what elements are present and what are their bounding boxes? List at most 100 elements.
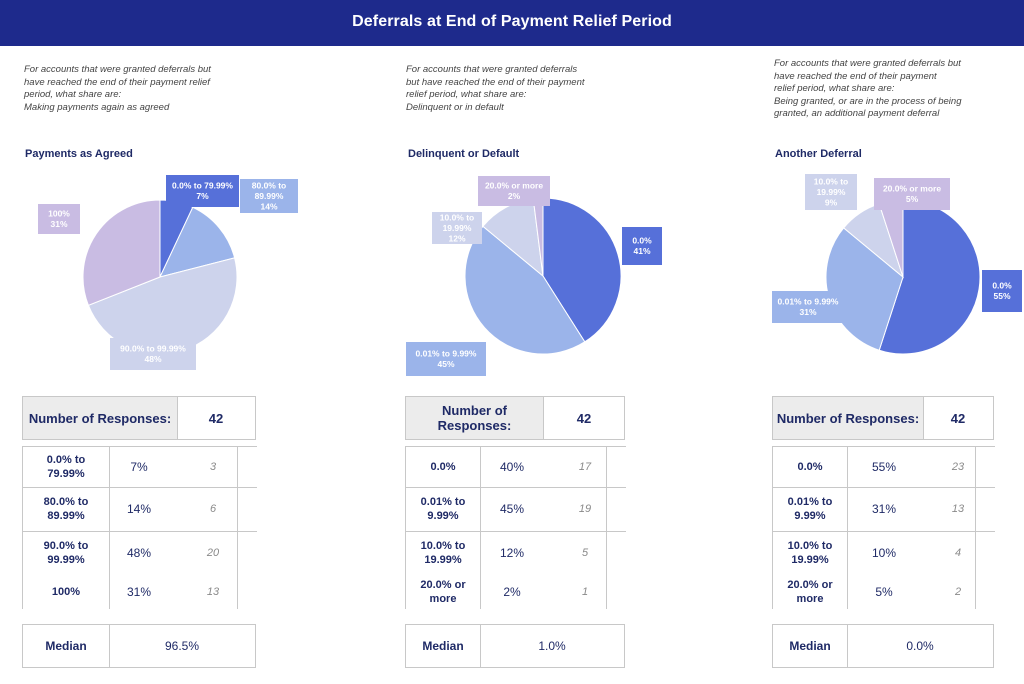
row-separator <box>406 487 626 488</box>
share-percent: 10% <box>871 546 897 560</box>
row-separator <box>23 531 257 532</box>
data-label-callout <box>874 178 950 210</box>
response-count: 6 <box>209 503 217 515</box>
range-label: 90.0% to 99.99% <box>43 540 89 566</box>
response-count: 4 <box>954 547 962 559</box>
range-label: 10.0% to 19.99% <box>787 540 833 566</box>
intro-line: For accounts that were granted deferrals <box>406 64 578 75</box>
response-count: 23 <box>951 461 965 473</box>
share-percent: 31% <box>871 502 897 516</box>
median-value: 1.0% <box>538 639 566 653</box>
chart-title: Payments as Agreed <box>25 148 133 160</box>
response-count: 1 <box>581 586 589 598</box>
intro-line: relief period, what share are: <box>774 83 895 94</box>
share-percent: 40% <box>499 460 525 474</box>
data-label-callout <box>432 212 482 244</box>
data-label-value: 7% <box>196 191 209 201</box>
share-percent: 12% <box>499 546 525 560</box>
response-count: 19 <box>578 503 592 515</box>
median-label: Median <box>773 625 848 667</box>
range-label: 10.0% to 19.99% <box>420 540 466 566</box>
response-count: 20 <box>206 547 220 559</box>
distribution-row: 0.0% to 79.99% 7% 3 <box>23 447 257 487</box>
distribution-row: 10.0% to 19.99% 10% 4 <box>773 531 995 575</box>
data-label-value: 31% <box>50 219 67 229</box>
share-percent: 14% <box>126 502 152 516</box>
pie-slice <box>464 225 586 355</box>
column-separator <box>237 447 238 609</box>
panel-intro-text: For accounts that were granted deferrals… <box>406 64 585 114</box>
data-label-callout <box>805 174 857 210</box>
data-label-category: 10.0% to <box>814 176 849 186</box>
data-label-callout <box>166 175 239 207</box>
responses-value: 42 <box>208 410 224 426</box>
responses-box: Number of Responses: 42 <box>772 396 994 440</box>
data-label-value: 31% <box>799 307 816 317</box>
data-label-value: 5% <box>906 194 919 204</box>
data-label-value: 2% <box>508 191 521 201</box>
data-label-category: 0.01% to 9.99% <box>778 297 839 307</box>
range-label: 0.01% to 9.99% <box>787 496 833 522</box>
data-label-value: 48% <box>144 354 161 364</box>
data-label-callout <box>38 204 80 234</box>
chart-title: Another Deferral <box>775 148 862 160</box>
data-label-category: 0.0% to 79.99% <box>172 181 233 191</box>
range-label: 0.01% to 9.99% <box>420 496 466 522</box>
responses-box: Number of Responses: 42 <box>22 396 256 440</box>
data-label-value: 9% <box>825 197 838 207</box>
data-label-callout <box>406 342 486 376</box>
distribution-row: 0.0% 40% 17 <box>406 447 626 487</box>
responses-value: 42 <box>576 410 592 426</box>
intro-line: period, what share are: <box>24 89 122 100</box>
distribution-row: 0.01% to 9.99% 45% 19 <box>406 487 626 531</box>
data-label-category: 19.99% <box>817 187 846 197</box>
range-label: 80.0% to 89.99% <box>43 496 89 522</box>
distribution-row: 0.01% to 9.99% 31% 13 <box>773 487 995 531</box>
response-count: 5 <box>581 547 589 559</box>
column-separator <box>480 447 481 609</box>
chart-title: Delinquent or Default <box>408 148 520 160</box>
response-count: 17 <box>578 461 592 473</box>
intro-line: Delinquent or in default <box>406 101 504 113</box>
data-label-callout <box>240 179 298 213</box>
distribution-table: 0.0% 55% 23 0.01% to 9.99% 31% 13 10.0% to 19.… <box>772 446 995 609</box>
intro-line: but have reached the end of their paymen… <box>406 76 585 88</box>
title-banner: Deferrals at End of Payment Relief Perio… <box>0 0 1024 46</box>
data-label-category: 20.0% or more <box>485 181 543 191</box>
median-label: Median <box>23 625 110 667</box>
data-label-category: 0.01% to 9.99% <box>416 349 477 359</box>
data-label-callout <box>110 338 196 370</box>
data-label-category: 0.0% <box>632 236 652 246</box>
share-percent: 2% <box>503 585 521 599</box>
median-value: 0.0% <box>906 639 934 653</box>
distribution-row: 80.0% to 89.99% 14% 6 <box>23 487 257 531</box>
distribution-table: 0.0% 40% 17 0.01% to 9.99% 45% 19 10.0% to 19.… <box>405 446 626 609</box>
data-label-callout <box>982 270 1022 312</box>
range-label: 20.0% or more <box>420 579 466 605</box>
distribution-row: 10.0% to 19.99% 12% 5 <box>406 531 626 575</box>
row-separator <box>773 487 995 488</box>
distribution-row: 90.0% to 99.99% 48% 20 <box>23 531 257 575</box>
pie-slice <box>159 206 236 278</box>
intro-line: For accounts that were granted deferrals… <box>24 64 211 75</box>
data-label-value: 45% <box>437 359 454 369</box>
data-label-category: 19.99% <box>443 223 472 233</box>
responses-box: Number of Responses: 42 <box>405 396 625 440</box>
data-label-category: 89.99% <box>255 191 284 201</box>
response-count: 2 <box>954 586 962 598</box>
range-label: 0.0% <box>797 461 823 473</box>
data-label-category: 10.0% to <box>440 212 475 222</box>
share-percent: 7% <box>130 460 148 474</box>
data-label-category: 100% <box>48 209 70 219</box>
pie-slice <box>82 199 161 306</box>
range-label: 0.0% to 79.99% <box>46 454 86 480</box>
responses-label: Number of Responses: <box>773 397 924 439</box>
median-label: Median <box>406 625 481 667</box>
median-value: 96.5% <box>164 639 200 653</box>
distribution-row: 0.0% 55% 23 <box>773 447 995 487</box>
response-count: 13 <box>951 503 965 515</box>
intro-line: have reached the end of their payment <box>774 70 937 82</box>
distribution-row: 100% 31% 13 <box>23 575 257 609</box>
range-label: 0.0% <box>430 461 456 473</box>
